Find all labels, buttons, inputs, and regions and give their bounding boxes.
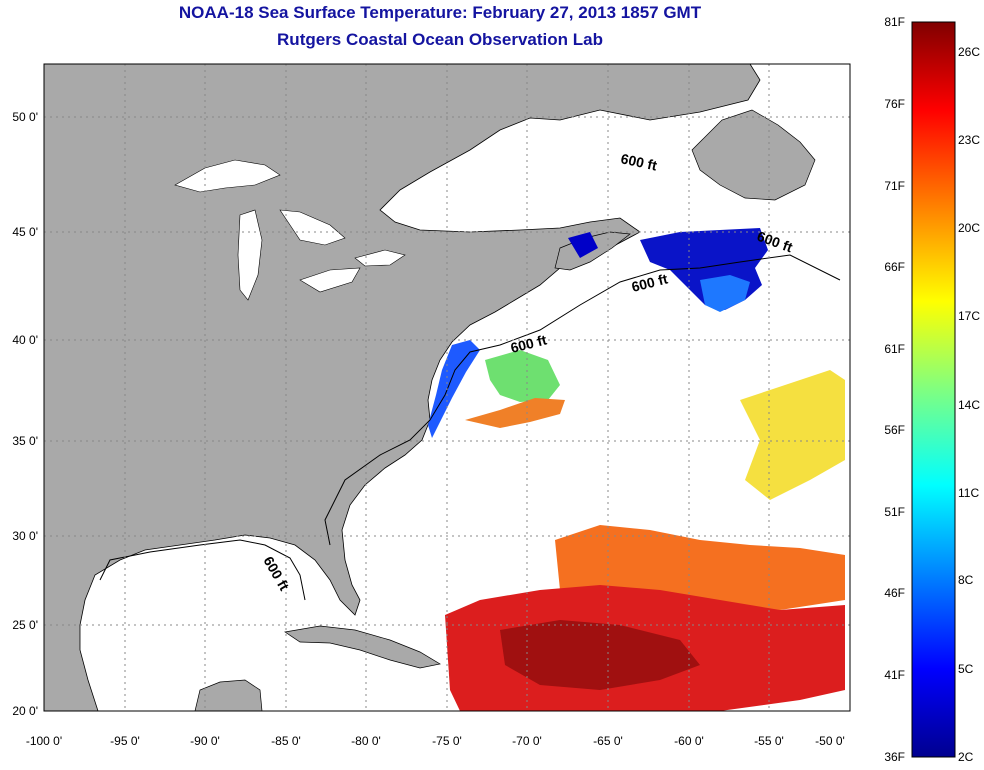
colorbar-f-label: 76F [884, 97, 905, 111]
map-title: NOAA-18 Sea Surface Temperature: Februar… [178, 3, 702, 22]
colorbar-f-label: 61F [884, 342, 905, 356]
sst-subtropical-yellow-patch [740, 370, 845, 500]
graticule [44, 64, 850, 711]
colorbar-f-label: 46F [884, 586, 905, 600]
yucatan-land [194, 679, 263, 711]
map-frame [43, 63, 851, 712]
lat-tick-label: 20 0' [12, 704, 38, 718]
colorbar-f-label: 71F [884, 179, 905, 193]
latitude-axis: 50 0' 45 0' 40 0' 35 0' 30 0' 25 0' 20 0… [12, 110, 38, 718]
map-subtitle: Rutgers Coastal Ocean Observation Lab [277, 30, 603, 49]
sst-tropical-darkred-patch [500, 620, 700, 690]
lon-tick-label: -90 0' [190, 734, 220, 748]
newfoundland-land [691, 109, 816, 201]
colorbar-c-label: 23C [958, 133, 980, 147]
colorbar-c-label: 17C [958, 309, 980, 323]
sst-scotian-shelf-patch [700, 275, 750, 312]
sst-gulf-stream-orange-patch [465, 398, 565, 428]
colorbar-c-label: 26C [958, 45, 980, 59]
colorbar-c-label: 14C [958, 398, 980, 412]
lon-tick-label: -65 0' [593, 734, 623, 748]
lon-tick-label: -100 0' [26, 734, 62, 748]
lat-tick-label: 30 0' [12, 529, 38, 543]
colorbar-f-label: 41F [884, 668, 905, 682]
lat-tick-label: 45 0' [12, 225, 38, 239]
sst-slope-green-patch [485, 350, 560, 402]
lon-tick-label: -70 0' [512, 734, 542, 748]
lon-tick-label: -80 0' [351, 734, 381, 748]
lon-tick-label: -85 0' [271, 734, 301, 748]
colorbar-c-label: 5C [958, 662, 974, 676]
colorbar-c-label: 8C [958, 573, 974, 587]
lon-tick-label: -75 0' [432, 734, 462, 748]
colorbar-fahrenheit-labels: 81F 76F 71F 66F 61F 56F 51F 46F 41F 36F [884, 15, 905, 764]
colorbar [911, 21, 956, 758]
lon-tick-label: -95 0' [110, 734, 140, 748]
colorbar-f-label: 81F [884, 15, 905, 29]
lon-tick-label: -60 0' [674, 734, 704, 748]
contour-label-600ft: 600 ft [619, 150, 658, 173]
lat-tick-label: 40 0' [12, 333, 38, 347]
sst-mid-atlantic-shelf-patch [428, 340, 480, 438]
lat-tick-label: 50 0' [12, 110, 38, 124]
cuba-land [284, 625, 441, 669]
colorbar-c-label: 11C [958, 486, 979, 500]
lat-tick-label: 25 0' [12, 618, 38, 632]
colorbar-c-label: 2C [958, 750, 974, 764]
north-america-land [44, 64, 761, 711]
colorbar-f-label: 66F [884, 260, 905, 274]
longitude-axis: -100 0' -95 0' -90 0' -85 0' -80 0' -75 … [26, 734, 845, 748]
colorbar-f-label: 36F [884, 750, 905, 764]
colorbar-f-label: 56F [884, 423, 905, 437]
sst-bay-of-fundy-patch [568, 232, 598, 258]
lat-tick-label: 35 0' [12, 434, 38, 448]
colorbar-c-label: 20C [958, 221, 980, 235]
isobath-contour-600ft [99, 254, 841, 601]
colorbar-celsius-labels: 26C 23C 20C 17C 14C 11C 8C 5C 2C [958, 45, 980, 764]
great-lakes [174, 159, 406, 301]
lon-tick-label: -55 0' [754, 734, 784, 748]
colorbar-f-label: 51F [884, 505, 905, 519]
lon-tick-label: -50 0' [815, 734, 845, 748]
